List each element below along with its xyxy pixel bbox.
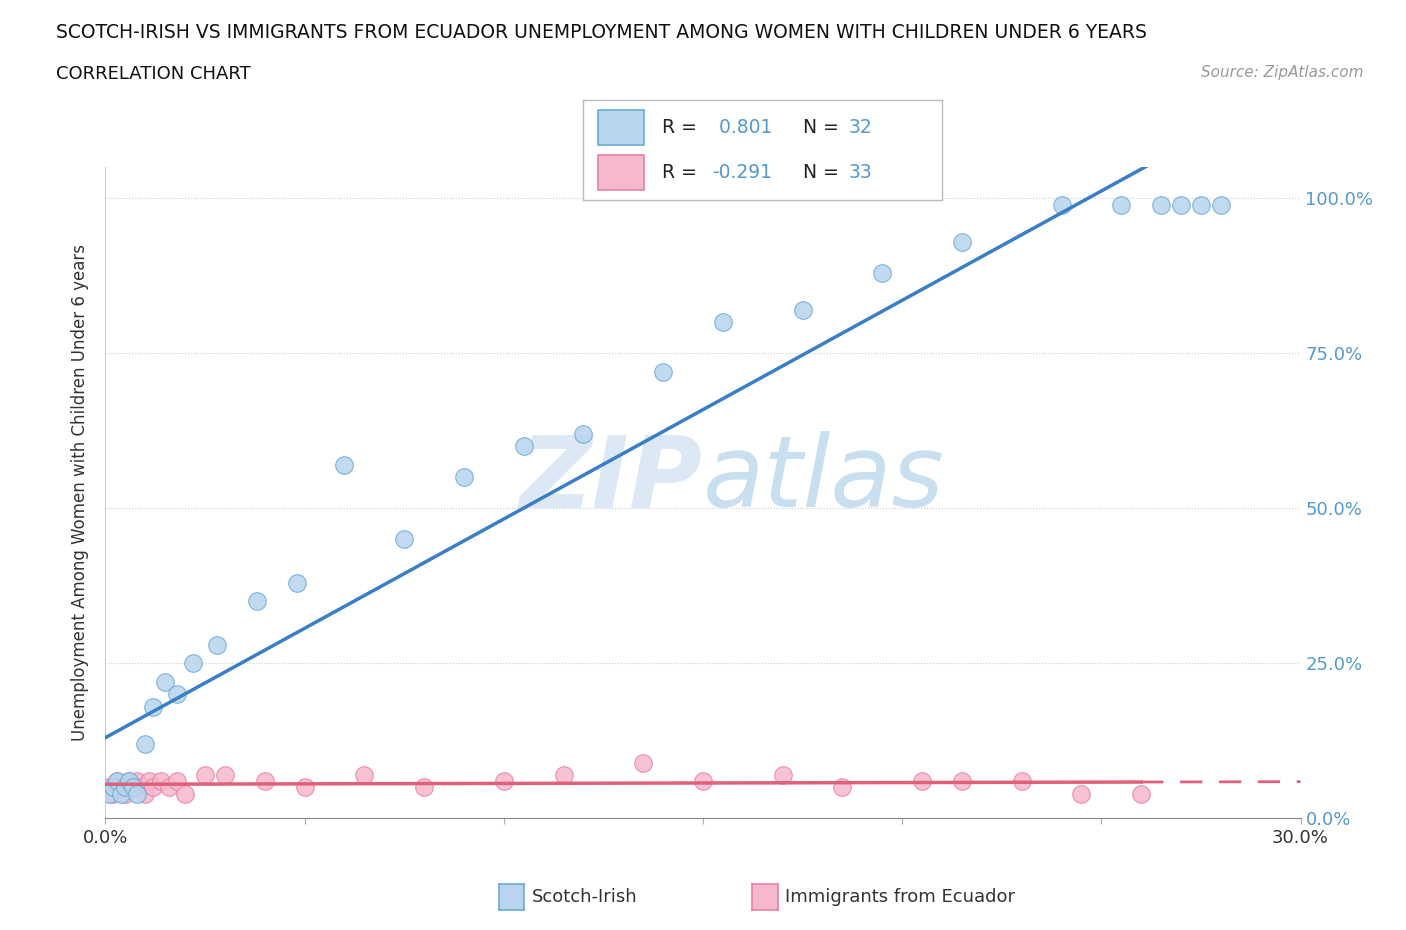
Point	[1011, 774, 1033, 789]
Point	[103, 780, 125, 795]
Point	[1070, 786, 1092, 801]
Text: Source: ZipAtlas.com: Source: ZipAtlas.com	[1201, 65, 1364, 80]
Point	[181, 656, 204, 671]
Point	[166, 687, 188, 702]
Point	[792, 302, 814, 317]
Point	[103, 786, 125, 801]
Point	[1150, 197, 1173, 212]
Point	[950, 774, 973, 789]
Point	[413, 780, 436, 795]
Point	[205, 637, 228, 652]
Y-axis label: Unemployment Among Women with Children Under 6 years: Unemployment Among Women with Children U…	[72, 245, 90, 741]
Point	[98, 780, 121, 795]
Point	[285, 576, 308, 591]
Text: atlas: atlas	[703, 432, 945, 528]
Point	[633, 755, 655, 770]
Text: N =: N =	[792, 163, 845, 182]
Point	[872, 265, 894, 280]
Point	[572, 427, 595, 442]
Point	[214, 767, 236, 782]
Text: CORRELATION CHART: CORRELATION CHART	[56, 65, 252, 83]
Bar	[598, 154, 644, 190]
Point	[166, 774, 188, 789]
Text: 33: 33	[849, 163, 873, 182]
Point	[157, 780, 180, 795]
Point	[253, 774, 276, 789]
Point	[333, 458, 356, 472]
Point	[118, 774, 141, 789]
Point	[110, 780, 132, 795]
Point	[134, 786, 156, 801]
Point	[118, 774, 141, 789]
Point	[831, 780, 853, 795]
Point	[134, 737, 156, 751]
Point	[110, 786, 132, 801]
Point	[652, 365, 675, 379]
Point	[142, 699, 165, 714]
Text: Immigrants from Ecuador: Immigrants from Ecuador	[785, 887, 1015, 906]
Point	[246, 594, 269, 609]
Point	[122, 780, 145, 795]
Point	[711, 315, 734, 330]
Point	[1130, 786, 1153, 801]
Point	[294, 780, 316, 795]
Point	[107, 774, 129, 789]
Point	[155, 674, 177, 689]
Text: ZIP: ZIP	[520, 432, 703, 528]
Text: SCOTCH-IRISH VS IMMIGRANTS FROM ECUADOR UNEMPLOYMENT AMONG WOMEN WITH CHILDREN U: SCOTCH-IRISH VS IMMIGRANTS FROM ECUADOR …	[56, 23, 1147, 42]
Point	[1111, 197, 1133, 212]
Point	[107, 774, 129, 789]
Bar	[598, 110, 644, 145]
Point	[127, 774, 149, 789]
Point	[114, 780, 136, 795]
Point	[122, 780, 145, 795]
Point	[553, 767, 575, 782]
Point	[138, 774, 160, 789]
Point	[142, 780, 165, 795]
Point	[692, 774, 714, 789]
Point	[394, 532, 416, 547]
Text: Scotch-Irish: Scotch-Irish	[531, 887, 637, 906]
Point	[911, 774, 934, 789]
Text: 0.801: 0.801	[713, 117, 772, 137]
Point	[1189, 197, 1212, 212]
Text: N =: N =	[792, 117, 845, 137]
Point	[114, 786, 136, 801]
Text: R =: R =	[662, 117, 703, 137]
Point	[353, 767, 375, 782]
Point	[150, 774, 173, 789]
Point	[98, 786, 121, 801]
Point	[453, 470, 475, 485]
Point	[1170, 197, 1192, 212]
Point	[174, 786, 197, 801]
Point	[194, 767, 217, 782]
Text: R =: R =	[662, 163, 703, 182]
Point	[492, 774, 515, 789]
Point	[129, 780, 153, 795]
Point	[950, 234, 973, 249]
Text: 32: 32	[849, 117, 873, 137]
Point	[513, 439, 536, 454]
Text: -0.291: -0.291	[713, 163, 772, 182]
Point	[1209, 197, 1232, 212]
Point	[1050, 197, 1073, 212]
Point	[772, 767, 794, 782]
Point	[127, 786, 149, 801]
